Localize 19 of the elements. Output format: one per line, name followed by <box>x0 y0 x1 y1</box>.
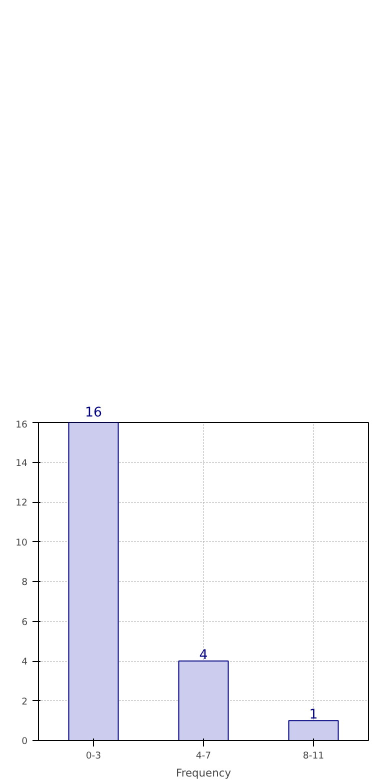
y-tick-label: 4 <box>22 656 28 668</box>
y-tick-label: 12 <box>16 498 28 508</box>
data-label: 4 <box>199 648 208 663</box>
bar <box>288 720 339 740</box>
bar <box>68 422 119 740</box>
x-tick-label: 0-3 <box>86 750 102 762</box>
y-tick-label: 8 <box>22 577 28 588</box>
bar <box>178 660 229 740</box>
data-label: 1 <box>309 708 318 723</box>
y-tick-label: 2 <box>22 696 28 708</box>
x-axis-title: Frequency <box>176 766 232 780</box>
y-tick-label: 14 <box>16 458 28 469</box>
x-tick-label: 4-7 <box>196 750 212 762</box>
y-tick-label: 0 <box>22 736 28 747</box>
y-tick-label: 10 <box>16 537 28 548</box>
x-tick-label: 8-11 <box>302 750 324 762</box>
y-tick-label: 6 <box>22 616 28 628</box>
data-label: 16 <box>85 406 102 420</box>
y-tick-label: 16 <box>16 420 28 430</box>
